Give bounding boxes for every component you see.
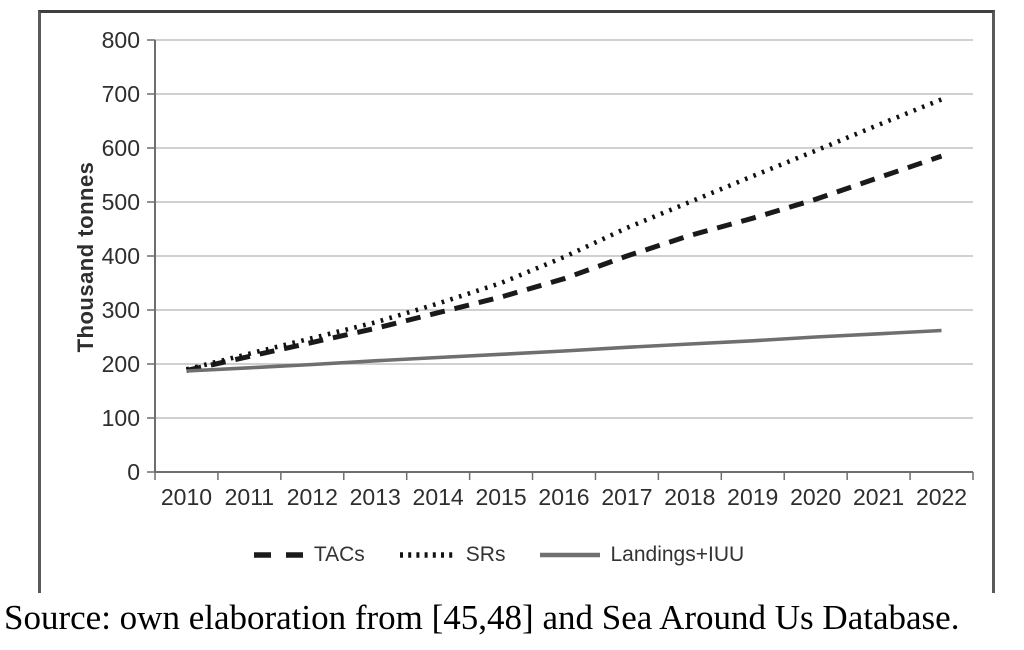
x-tick-label-2022: 2022: [915, 484, 968, 510]
x-tick-label-2020: 2020: [790, 484, 842, 510]
chart-frame: [38, 10, 995, 593]
y-tick-label-500: 500: [101, 189, 140, 215]
legend-label-SRs: SRs: [465, 543, 506, 566]
legend-sample-dashed-line: [253, 552, 304, 558]
x-tick-label-2012: 2012: [286, 484, 338, 510]
series-line-TACs: [185, 153, 943, 373]
x-tick-label-2014: 2014: [412, 484, 464, 510]
legend-item-Landings+IUU: Landings+IUU: [539, 543, 744, 567]
y-tick-label-200: 200: [101, 351, 140, 377]
chart-legend: TACs SRs Landings+IUU: [0, 543, 997, 567]
series-line-Landings+IUU: [186, 328, 942, 373]
y-tick-label-700: 700: [101, 81, 140, 107]
x-tick-label-2010: 2010: [160, 484, 213, 510]
y-tick-label-300: 300: [101, 297, 140, 323]
x-tick-label-2017: 2017: [601, 484, 653, 510]
x-tick-label-2015: 2015: [475, 484, 527, 510]
y-tick-label-600: 600: [101, 135, 140, 161]
series-line-SRs: [185, 97, 943, 372]
legend-label-TACs: TACs: [313, 543, 365, 566]
legend-sample-solid-line: [540, 552, 601, 558]
legend-sample-dotted-line: [399, 552, 456, 558]
legend-label-Landings+IUU: Landings+IUU: [610, 543, 745, 566]
x-tick-label-2013: 2013: [349, 484, 401, 510]
y-tick-label-800: 800: [101, 27, 140, 53]
source-caption: Source: own elaboration from [45,48] and…: [4, 598, 960, 637]
legend-item-SRs: SRs: [399, 543, 506, 567]
x-tick-label-2016: 2016: [538, 484, 590, 510]
x-tick-label-2011: 2011: [224, 484, 275, 510]
x-tick-label-2021: 2021: [853, 484, 905, 510]
y-tick-label-0: 0: [127, 459, 140, 485]
y-tick-label-400: 400: [101, 243, 140, 269]
x-tick-label-2018: 2018: [664, 484, 716, 510]
x-tick-label-2019: 2019: [727, 484, 779, 510]
legend-item-TACs: TACs: [253, 543, 365, 567]
y-tick-label-100: 100: [101, 405, 140, 431]
